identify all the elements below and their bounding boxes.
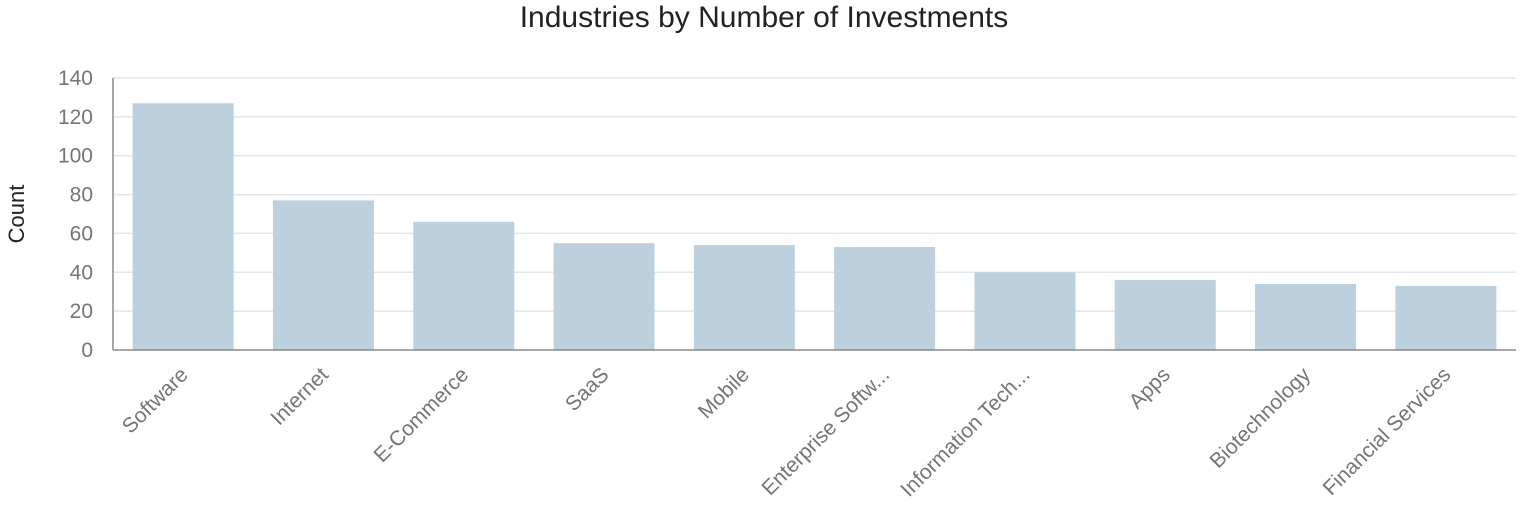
bar <box>272 200 374 350</box>
x-tick-label: Financial Services <box>1319 363 1456 500</box>
bar <box>553 243 655 350</box>
bar <box>413 221 515 350</box>
y-tick-label: 120 <box>58 106 93 129</box>
x-tick-label: Mobile <box>694 363 754 423</box>
y-tick-label: 0 <box>81 339 93 362</box>
y-tick-label: 40 <box>70 261 93 284</box>
x-tick-label: Internet <box>266 363 333 430</box>
x-tick-label: Enterprise Softw... <box>757 363 894 500</box>
x-tick-label: SaaS <box>561 363 614 416</box>
bars <box>132 103 1497 350</box>
y-tick-label: 80 <box>70 184 93 207</box>
y-axis-ticks: 0 20 40 60 80 100 120 140 <box>58 67 93 362</box>
y-tick-label: 20 <box>70 300 93 323</box>
bar <box>693 245 795 350</box>
x-axis-ticks: Software Internet E-Commerce SaaS Mobile Ente… <box>118 363 1456 501</box>
x-tick-label: Apps <box>1125 363 1175 413</box>
bar <box>974 272 1076 350</box>
y-tick-label: 140 <box>58 67 93 90</box>
chart-title: Industries by Number of Investments <box>520 1 1009 34</box>
bar <box>132 103 234 350</box>
bar <box>1114 280 1216 350</box>
bar <box>1255 283 1357 350</box>
y-tick-label: 60 <box>70 222 93 245</box>
x-tick-label: Software <box>118 363 193 438</box>
bar <box>834 247 936 350</box>
x-tick-label: Information Tech... <box>896 363 1034 501</box>
x-tick-label: Biotechnology <box>1206 363 1316 473</box>
y-tick-label: 100 <box>58 145 93 168</box>
x-tick-label: E-Commerce <box>370 363 474 467</box>
bar <box>1395 285 1497 350</box>
y-axis-label: Count <box>4 185 29 244</box>
